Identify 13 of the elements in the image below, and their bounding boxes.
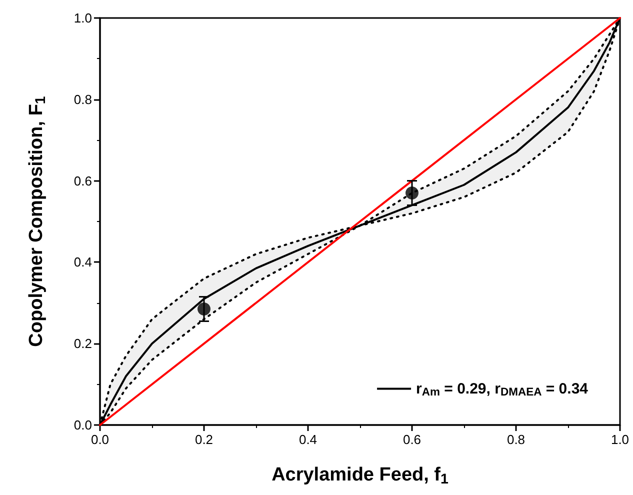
x-tick-label: 0.0: [90, 432, 110, 447]
x-tick-label: 0.6: [402, 432, 422, 447]
y-tick-label: 1.0: [74, 10, 92, 26]
y-tick-label: 0.2: [74, 336, 92, 352]
x-tick-label: 1.0: [610, 432, 630, 447]
x-tick-label: 0.2: [194, 432, 214, 447]
y-tick-label: 0.0: [74, 418, 92, 432]
x-tick-label: 0.8: [506, 432, 526, 447]
y-tick-label: 0.6: [74, 173, 92, 188]
y-tick-label: 0.4: [74, 254, 92, 270]
x-tick-label: 0.4: [298, 432, 318, 447]
y-tick-label: 0.8: [74, 92, 92, 107]
y-axis-title: Copolymer Composition, F1: [26, 96, 49, 347]
